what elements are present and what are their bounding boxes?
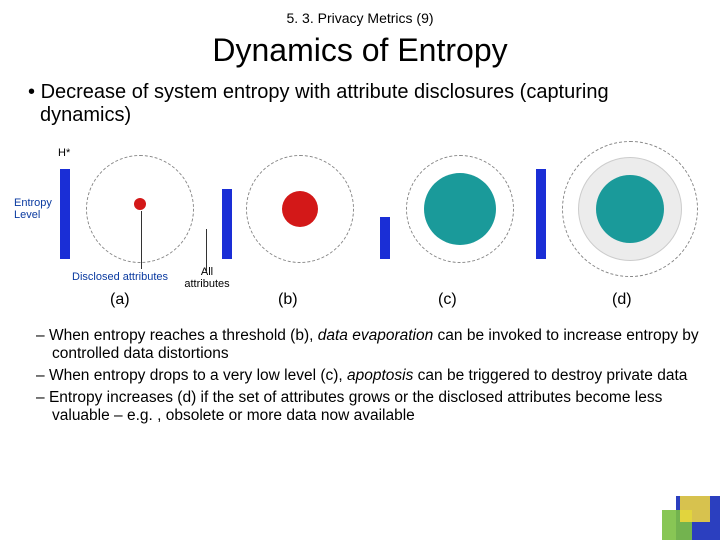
entropy-bar-a (60, 169, 70, 259)
panel-label-a: (a) (110, 291, 130, 309)
entropy-bar-b (222, 189, 232, 259)
section-number: 5. 3. Privacy Metrics (9) (0, 0, 720, 26)
panel-label-d: (d) (612, 291, 632, 309)
corner-decoration (620, 490, 720, 540)
sub2-text-a: When entropy drops to a very low level (… (49, 367, 347, 384)
sub-bullet-2: When entropy drops to a very low level (… (0, 365, 720, 387)
entropy-bar-d (536, 169, 546, 259)
entropy-bar-c (380, 217, 390, 259)
sub1-italic: data evaporation (318, 327, 433, 344)
inner-circle-c (424, 173, 496, 245)
leader-line-1 (206, 229, 207, 271)
sub2-text-b: can be triggered to destroy private data (413, 367, 687, 384)
panel-label-b: (b) (278, 291, 298, 309)
sub-bullet-1: When entropy reaches a threshold (b), da… (0, 325, 720, 365)
inner-circle-a (134, 198, 146, 210)
page-title: Dynamics of Entropy (0, 26, 720, 81)
disclosed-attributes-label: Disclosed attributes (72, 271, 168, 283)
corner-yellow (680, 496, 710, 522)
leader-line-0 (141, 211, 142, 269)
entropy-level-label: EntropyLevel (14, 197, 58, 221)
main-bullet: Decrease of system entropy with attribut… (12, 81, 720, 135)
sub2-italic: apoptosis (347, 367, 413, 384)
inner-circle-b (282, 191, 318, 227)
sub-bullet-3: Entropy increases (d) if the set of attr… (0, 387, 720, 427)
inner-circle-d (596, 175, 664, 243)
all-attributes-label: Allattributes (180, 267, 234, 290)
sub1-text-a: When entropy reaches a threshold (b), (49, 327, 318, 344)
entropy-diagram: H* EntropyLevel (a) (b) (c) (d) Disclosed attr… (0, 139, 720, 319)
axis-label-hstar: H* (58, 147, 70, 159)
panel-label-c: (c) (438, 291, 457, 309)
